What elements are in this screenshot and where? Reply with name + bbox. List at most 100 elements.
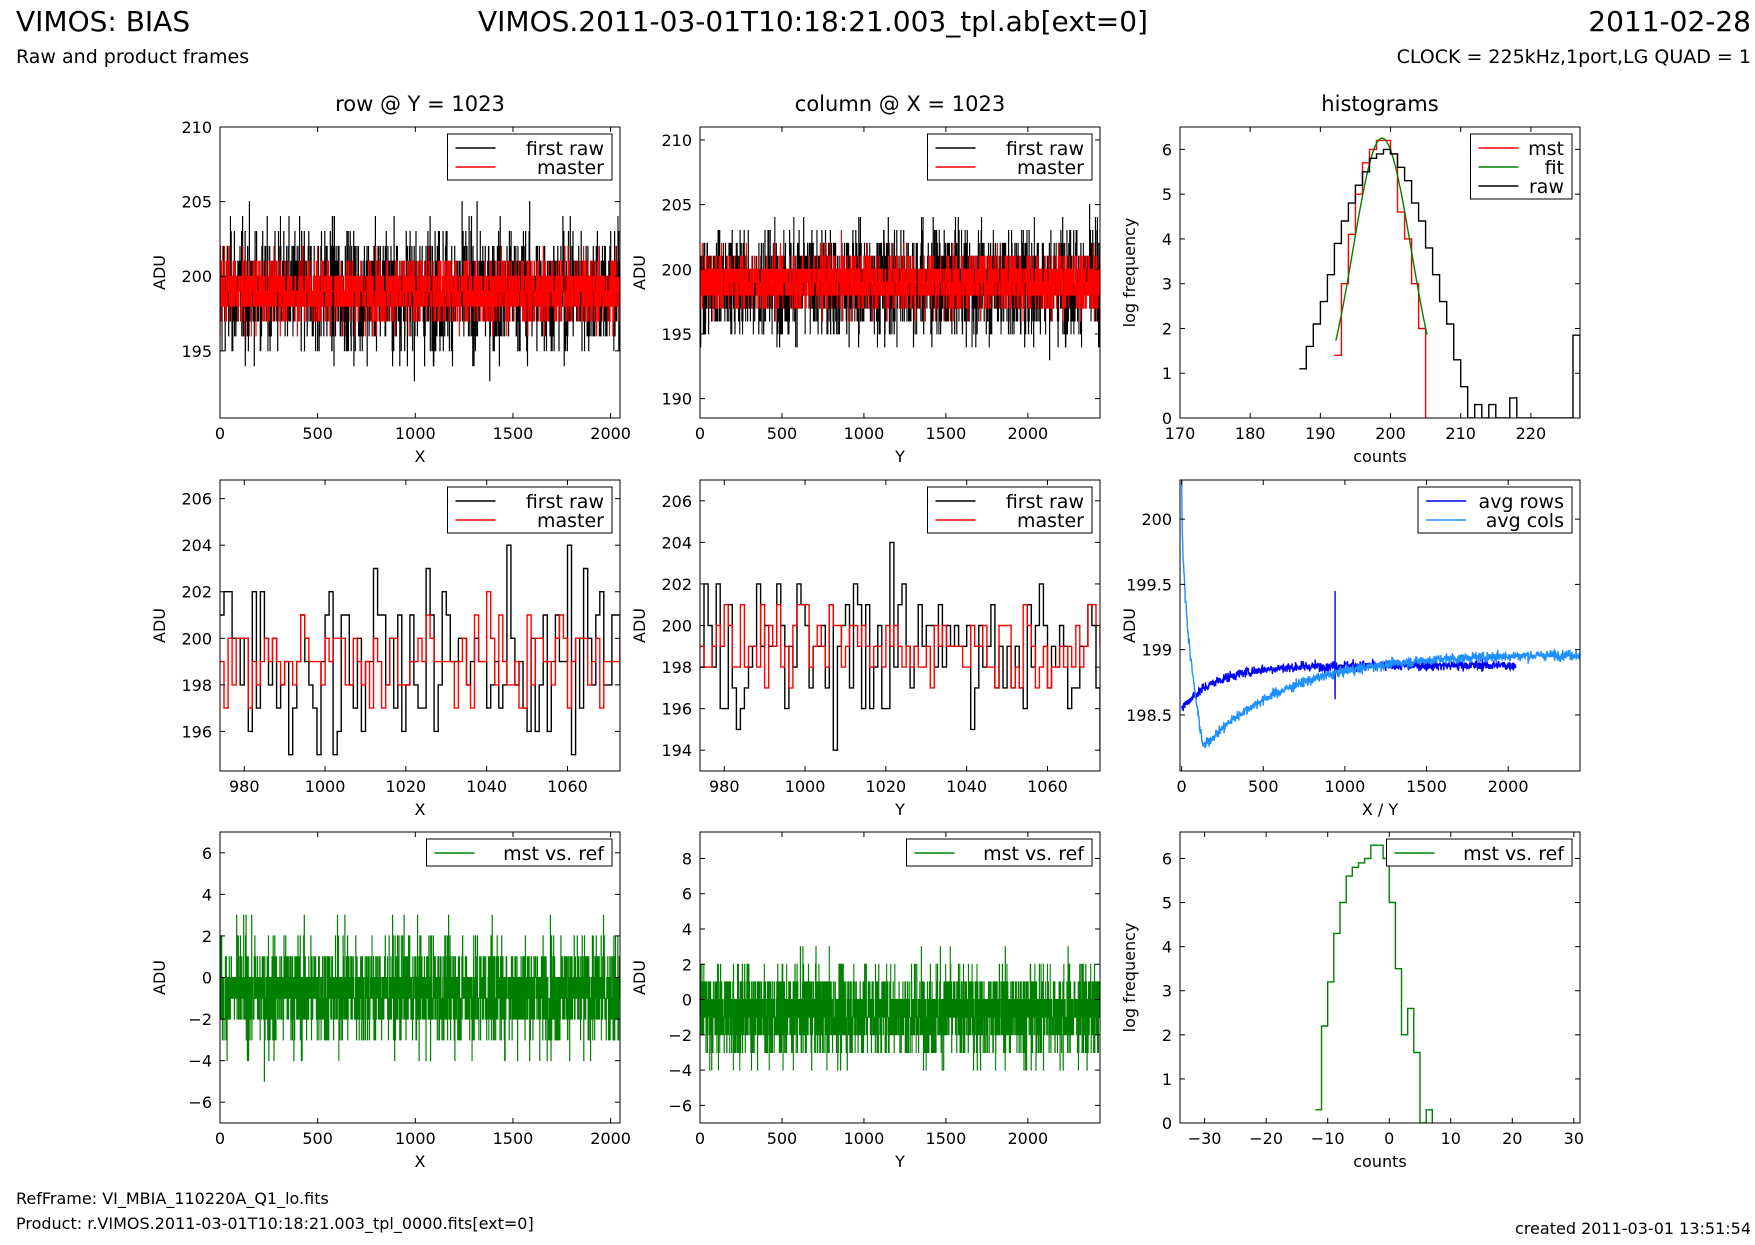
x-axis-label: counts xyxy=(1353,447,1406,466)
y-tick-label: 195 xyxy=(661,325,692,344)
x-tick-label: 170 xyxy=(1165,424,1196,443)
x-tick-label: 500 xyxy=(767,1129,798,1148)
x-axis-label: Y xyxy=(894,800,905,819)
file-name: VIMOS.2011-03-01T10:18:21.003_tpl.ab[ext… xyxy=(478,5,1148,38)
y-axis-label: ADU xyxy=(630,960,649,995)
y-tick-label: 0 xyxy=(202,969,212,988)
plot-p5: 980 1000 1020 1040 1060 194 196 198 200 202 204 206… xyxy=(630,479,1101,819)
x-tick-label: 200 xyxy=(1375,424,1406,443)
legend-entry: fit xyxy=(1545,157,1564,179)
x-tick-label: 1500 xyxy=(926,424,967,443)
y-tick-label: −6 xyxy=(188,1093,212,1112)
x-axis-label: counts xyxy=(1353,1152,1406,1171)
legend: mst vs. ref xyxy=(1386,838,1573,867)
y-axis-label: log frequency xyxy=(1120,923,1139,1033)
x-tick-label: 500 xyxy=(302,424,333,443)
y-tick-label: 202 xyxy=(181,583,212,602)
x-tick-label: 1040 xyxy=(466,777,507,796)
x-tick-label: 180 xyxy=(1235,424,1266,443)
y-axis-label: ADU xyxy=(150,255,169,290)
series-mst-line xyxy=(1334,139,1427,418)
x-tick-label: 1020 xyxy=(385,777,426,796)
y-axis-label: ADU xyxy=(1120,608,1139,643)
y-tick-label: 206 xyxy=(181,490,212,509)
legend-entry: master xyxy=(1017,510,1084,532)
x-tick-label: 1500 xyxy=(493,1129,534,1148)
x-tick-label: 500 xyxy=(1248,777,1279,796)
x-tick-label: 0 xyxy=(215,1129,225,1148)
plot-p1: 0 500 1000 1500 2000 195 200 205 210 X ADU row @ Y … xyxy=(150,92,631,466)
y-tick-label: 204 xyxy=(181,536,212,555)
x-tick-label: 0 xyxy=(695,424,705,443)
y-axis-label: log frequency xyxy=(1120,218,1139,328)
series-master-line xyxy=(700,230,1100,322)
legend-entry: master xyxy=(537,510,604,532)
y-tick-label: 198 xyxy=(181,676,212,695)
legend-box xyxy=(927,486,1093,534)
y-tick-label: 200 xyxy=(661,617,692,636)
y-tick-label: 196 xyxy=(661,700,692,719)
y-tick-label: 198.5 xyxy=(1126,706,1172,725)
legend-entry: first raw xyxy=(1006,491,1084,513)
legend-box xyxy=(447,133,613,181)
x-tick-label: 1000 xyxy=(844,1129,885,1148)
y-tick-label: 2 xyxy=(202,927,212,946)
axes-frame xyxy=(1179,831,1581,1124)
y-tick-label: 202 xyxy=(661,575,692,594)
x-tick-label: 0 xyxy=(215,424,225,443)
y-tick-label: 5 xyxy=(1162,185,1172,204)
legend-box xyxy=(927,133,1093,181)
x-tick-label: 980 xyxy=(709,777,740,796)
x-tick-label: 1000 xyxy=(785,777,826,796)
report-title: VIMOS: BIAS xyxy=(16,5,191,38)
y-tick-label: 210 xyxy=(181,118,212,137)
x-axis-label: X xyxy=(415,1152,426,1171)
y-tick-label: 0 xyxy=(1162,409,1172,428)
series-avg-rows-line xyxy=(1180,590,1517,712)
series-mst-vs-ref-line xyxy=(220,914,620,1082)
clock-settings: CLOCK = 225kHz,1port,LG QUAD = 1 xyxy=(1396,46,1751,68)
y-tick-label: 200 xyxy=(1141,510,1172,529)
x-axis-label: X xyxy=(415,447,426,466)
x-tick-label: −10 xyxy=(1311,1129,1345,1148)
x-tick-label: 1500 xyxy=(493,424,534,443)
legend-entry: master xyxy=(1017,157,1084,179)
x-tick-label: 20 xyxy=(1502,1129,1522,1148)
legend-entry: master xyxy=(537,157,604,179)
refframe-label: RefFrame: VI_MBIA_110220A_Q1_lo.fits xyxy=(16,1189,329,1208)
y-tick-label: 8 xyxy=(682,849,692,868)
series-mst-vs-ref-line xyxy=(1315,844,1433,1123)
y-tick-label: 4 xyxy=(202,885,212,904)
axes-frame xyxy=(699,831,1101,1124)
x-tick-label: 1040 xyxy=(946,777,987,796)
legend-entry: avg rows xyxy=(1479,491,1564,513)
x-tick-label: 1000 xyxy=(305,777,346,796)
x-tick-label: 1000 xyxy=(395,1129,436,1148)
created-label: created 2011-03-01 13:51:54 xyxy=(1515,1219,1751,1238)
y-tick-label: 195 xyxy=(181,342,212,361)
y-tick-label: −2 xyxy=(188,1010,212,1029)
x-tick-label: 10 xyxy=(1441,1129,1461,1148)
x-tick-label: 500 xyxy=(302,1129,333,1148)
series-avg-cols-line xyxy=(1180,480,1580,749)
x-axis-label: X / Y xyxy=(1362,800,1399,819)
x-tick-label: 0 xyxy=(695,1129,705,1148)
x-tick-label: 0 xyxy=(1384,1129,1394,1148)
y-tick-label: 2 xyxy=(1162,319,1172,338)
y-tick-label: 200 xyxy=(661,260,692,279)
y-tick-label: 6 xyxy=(1162,849,1172,868)
plot-title: column @ X = 1023 xyxy=(795,92,1005,116)
x-tick-label: −20 xyxy=(1249,1129,1283,1148)
y-tick-label: 1 xyxy=(1162,1070,1172,1089)
x-tick-label: 2000 xyxy=(1008,1129,1049,1148)
y-tick-label: 4 xyxy=(1162,230,1172,249)
series-raw-line xyxy=(1299,148,1580,418)
y-tick-label: 204 xyxy=(661,533,692,552)
y-tick-label: 205 xyxy=(181,193,212,212)
